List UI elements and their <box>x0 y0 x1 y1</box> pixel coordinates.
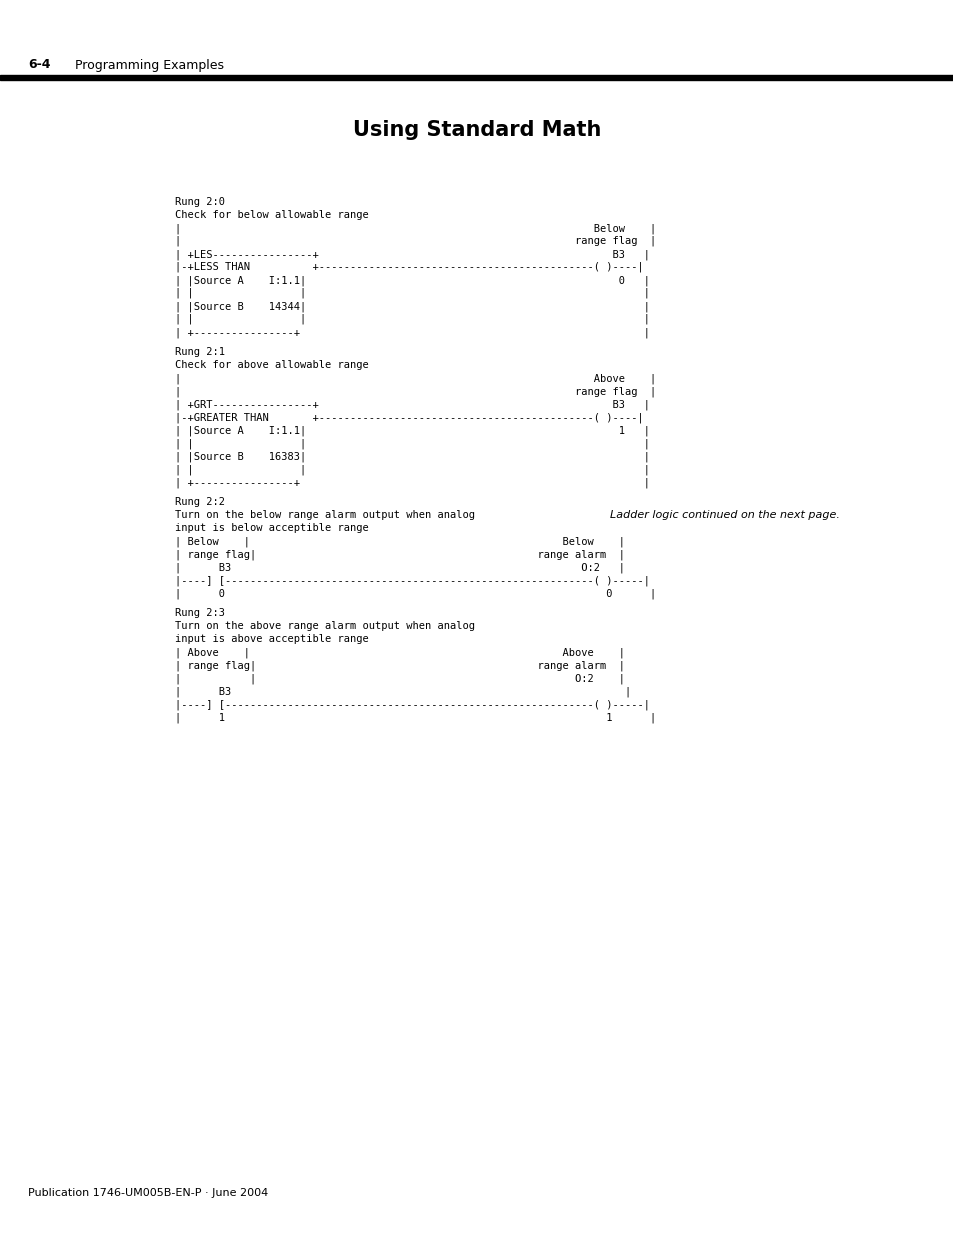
Text: |                                                               range flag  |: | range flag | <box>174 387 656 396</box>
Text: |      B3                                                        O:2   |: | B3 O:2 | <box>174 562 624 573</box>
Text: input is above acceptible range: input is above acceptible range <box>174 635 369 645</box>
Text: | |                 |                                                      |: | | | | <box>174 438 649 448</box>
Text: | |                 |                                                      |: | | | | <box>174 464 649 474</box>
Text: |-+GREATER THAN       +--------------------------------------------( )----|: |-+GREATER THAN +-----------------------… <box>174 412 643 422</box>
Text: | Above    |                                                  Above    |: | Above | Above | <box>174 647 624 658</box>
Text: Using Standard Math: Using Standard Math <box>353 120 600 140</box>
Text: |-+LESS THAN          +--------------------------------------------( )----|: |-+LESS THAN +--------------------------… <box>174 262 643 273</box>
Text: |                                                                  Above    |: | Above | <box>174 373 656 384</box>
Text: |      0                                                             0      |: | 0 0 | <box>174 588 656 599</box>
Text: | +GRT----------------+                                               B3   |: | +GRT----------------+ B3 | <box>174 399 649 410</box>
Text: | |Source B    14344|                                                      |: | |Source B 14344| | <box>174 301 649 311</box>
Text: Rung 2:3: Rung 2:3 <box>174 609 225 619</box>
Text: | |Source A    I:1.1|                                                  1   |: | |Source A I:1.1| 1 | <box>174 425 649 436</box>
Text: |           |                                                   O:2    |: | | O:2 | <box>174 673 624 684</box>
Text: |                                                               range flag  |: | range flag | <box>174 236 656 247</box>
Text: | +LES----------------+                                               B3   |: | +LES----------------+ B3 | <box>174 249 649 259</box>
Text: | |Source B    16383|                                                      |: | |Source B 16383| | <box>174 451 649 462</box>
Text: Turn on the below range alarm output when analog: Turn on the below range alarm output whe… <box>174 510 475 520</box>
Text: input is below acceptible range: input is below acceptible range <box>174 524 369 534</box>
Text: Rung 2:2: Rung 2:2 <box>174 498 225 508</box>
Text: | Below    |                                                  Below    |: | Below | Below | <box>174 536 624 547</box>
Text: Check for above allowable range: Check for above allowable range <box>174 361 369 370</box>
Text: 6-4: 6-4 <box>28 58 51 72</box>
Text: | |                 |                                                      |: | | | | <box>174 288 649 299</box>
Bar <box>0 75 953 80</box>
Text: | range flag|                                             range alarm  |: | range flag| range alarm | <box>174 661 624 671</box>
Text: Turn on the above range alarm output when analog: Turn on the above range alarm output whe… <box>174 621 475 631</box>
Text: |      B3                                                               |: | B3 | <box>174 687 631 697</box>
Text: Rung 2:0: Rung 2:0 <box>174 198 225 207</box>
Text: Programming Examples: Programming Examples <box>75 58 224 72</box>
Text: |----] [-----------------------------------------------------------( )-----|: |----] [--------------------------------… <box>174 699 649 710</box>
Text: Publication 1746-UM005B-EN-P · June 2004: Publication 1746-UM005B-EN-P · June 2004 <box>28 1188 268 1198</box>
Text: Rung 2:1: Rung 2:1 <box>174 347 225 357</box>
Text: |----] [-----------------------------------------------------------( )-----|: |----] [--------------------------------… <box>174 576 649 585</box>
Text: Ladder logic continued on the next page.: Ladder logic continued on the next page. <box>610 510 840 520</box>
Text: |                                                                  Below    |: | Below | <box>174 224 656 233</box>
Text: | +----------------+                                                       |: | +----------------+ | <box>174 477 649 488</box>
Text: |      1                                                             1      |: | 1 1 | <box>174 713 656 722</box>
Text: | +----------------+                                                       |: | +----------------+ | <box>174 327 649 337</box>
Text: | |Source A    I:1.1|                                                  0   |: | |Source A I:1.1| 0 | <box>174 275 649 285</box>
Text: | range flag|                                             range alarm  |: | range flag| range alarm | <box>174 550 624 559</box>
Text: Check for below allowable range: Check for below allowable range <box>174 210 369 220</box>
Text: | |                 |                                                      |: | | | | <box>174 314 649 325</box>
